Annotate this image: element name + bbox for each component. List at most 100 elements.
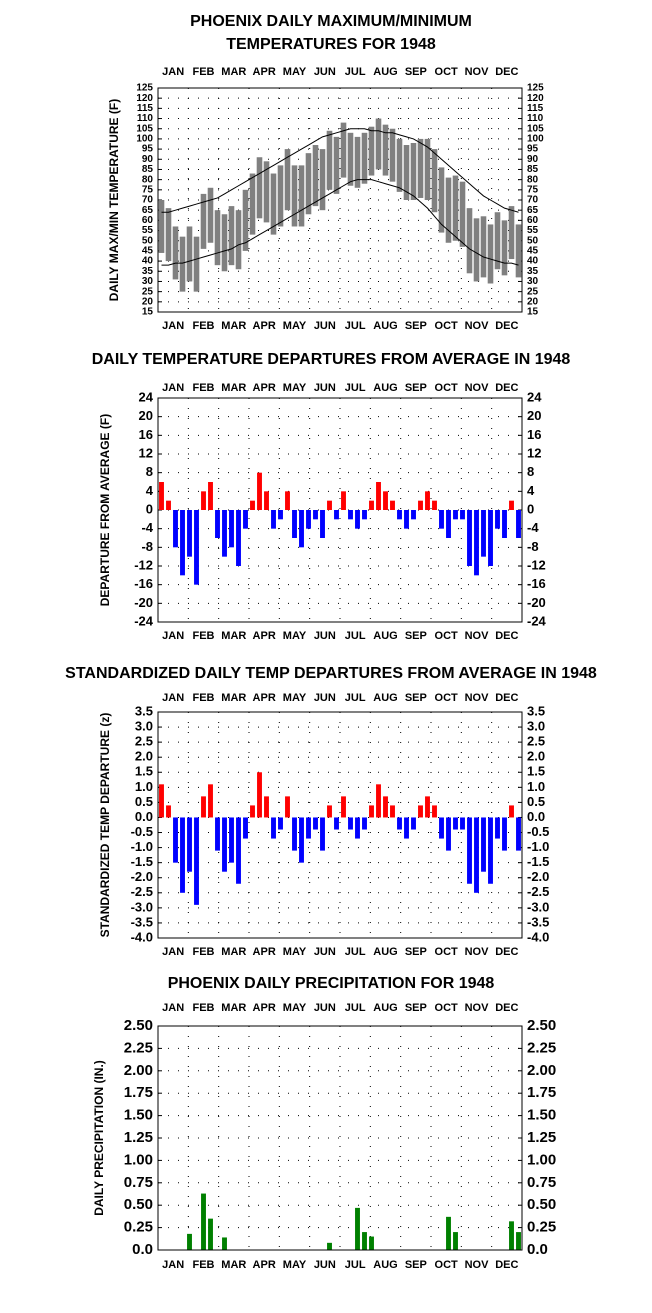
y-tick-label-right: 0.25 — [527, 1219, 556, 1236]
y-tick-label: 120 — [136, 93, 153, 104]
y-tick-label-right: 15 — [527, 307, 539, 318]
y-tick-label-right: 4 — [527, 483, 535, 498]
month-label: JUL — [345, 692, 366, 704]
y-tick-label: 0.50 — [124, 1196, 153, 1213]
month-label: JUN — [314, 66, 336, 78]
y-tick-label-right: -2.5 — [527, 884, 549, 899]
y-tick-label-right: 75 — [527, 184, 539, 195]
y-tick-label: -1.0 — [131, 839, 153, 854]
temp-range-bar — [424, 138, 431, 200]
temp-range-bar — [361, 132, 368, 184]
y-tick-label: 2.5 — [135, 734, 153, 749]
y-tick-label-right: 2.00 — [527, 1062, 556, 1079]
temp-range-bar — [221, 214, 228, 272]
bar — [383, 491, 388, 510]
month-label: NOV — [465, 66, 490, 78]
temp-range-bar — [228, 206, 235, 266]
month-label: MAY — [283, 382, 307, 394]
y-tick-label-right: 120 — [527, 93, 544, 104]
month-label: OCT — [435, 382, 459, 394]
month-label: NOV — [465, 1259, 490, 1271]
y-tick-label-right: -2.0 — [527, 869, 549, 884]
bar — [271, 510, 276, 529]
bar — [208, 784, 213, 818]
month-label: APR — [253, 66, 276, 78]
bar — [355, 510, 360, 529]
y-tick-label-right: 0.50 — [527, 1196, 556, 1213]
month-label: NOV — [465, 382, 490, 394]
temp-range-bar — [389, 128, 396, 182]
temp-range-bar — [214, 210, 221, 266]
month-label: SEP — [405, 1002, 427, 1014]
bar — [194, 510, 199, 585]
y-tick-label: 20 — [142, 296, 154, 307]
month-label: APR — [253, 1259, 276, 1271]
y-tick-label: 0.0 — [132, 1241, 153, 1258]
bar — [243, 510, 248, 529]
bar — [292, 510, 297, 538]
bar — [229, 510, 234, 548]
month-label: AUG — [373, 630, 397, 642]
y-tick-label: 16 — [139, 427, 153, 442]
y-tick-label-right: -8 — [527, 539, 539, 554]
y-tick-label-right: -1.5 — [527, 854, 549, 869]
month-label: OCT — [435, 946, 459, 958]
bar — [236, 510, 241, 566]
y-tick-label-right: 125 — [527, 83, 544, 94]
bar — [250, 500, 255, 510]
month-label: MAY — [283, 320, 307, 332]
bar — [180, 510, 185, 576]
bar — [390, 805, 395, 818]
month-label: MAY — [283, 946, 307, 958]
y-tick-label-right: 1.00 — [527, 1151, 556, 1168]
y-tick-label-right: 16 — [527, 427, 541, 442]
y-tick-label-right: 12 — [527, 445, 541, 460]
month-label: OCT — [435, 1259, 459, 1271]
y-tick-label-right: 24 — [527, 389, 542, 404]
bar — [194, 817, 199, 905]
y-tick-label: 45 — [142, 246, 154, 257]
month-label: MAR — [221, 382, 246, 394]
temp-range-bar — [417, 138, 424, 198]
month-label: NOV — [465, 946, 490, 958]
temp-range-bar — [452, 175, 459, 241]
y-tick-label: 55 — [142, 225, 154, 236]
month-label: JUN — [314, 946, 336, 958]
month-label: MAR — [221, 1259, 246, 1271]
month-label: DEC — [495, 1259, 518, 1271]
y-tick-label: -3.5 — [131, 914, 153, 929]
bar — [411, 510, 416, 520]
bar — [180, 817, 185, 893]
month-label: AUG — [373, 946, 397, 958]
normal-line — [161, 179, 519, 266]
bar — [285, 491, 290, 510]
bar — [327, 500, 332, 510]
bar — [229, 817, 234, 863]
temp-range-bar — [319, 149, 326, 211]
y-tick-label: 35 — [142, 266, 154, 277]
y-tick-label: 105 — [136, 123, 153, 134]
month-label: MAY — [283, 66, 307, 78]
bar — [222, 510, 227, 557]
y-tick-label-right: 1.75 — [527, 1084, 556, 1101]
bar — [278, 510, 283, 520]
month-label: JAN — [162, 946, 184, 958]
temp-range-bar — [193, 236, 200, 292]
bar — [453, 510, 458, 520]
bar — [460, 510, 465, 520]
bar — [264, 491, 269, 510]
month-label: JUL — [345, 320, 366, 332]
bar — [404, 510, 409, 529]
y-tick-label: -4 — [141, 520, 153, 535]
y-tick-label: 0.25 — [124, 1219, 153, 1236]
plot-frame — [157, 87, 523, 313]
month-label: DEC — [495, 66, 518, 78]
y-tick-label: -24 — [134, 613, 154, 628]
y-tick-label: 40 — [142, 256, 154, 267]
y-tick-label-right: 40 — [527, 256, 539, 267]
temp-range-bar — [242, 189, 249, 251]
y-tick-label: 95 — [142, 144, 154, 155]
bar — [222, 817, 227, 872]
y-tick-label-right: 3.0 — [527, 719, 545, 734]
bar — [446, 510, 451, 538]
